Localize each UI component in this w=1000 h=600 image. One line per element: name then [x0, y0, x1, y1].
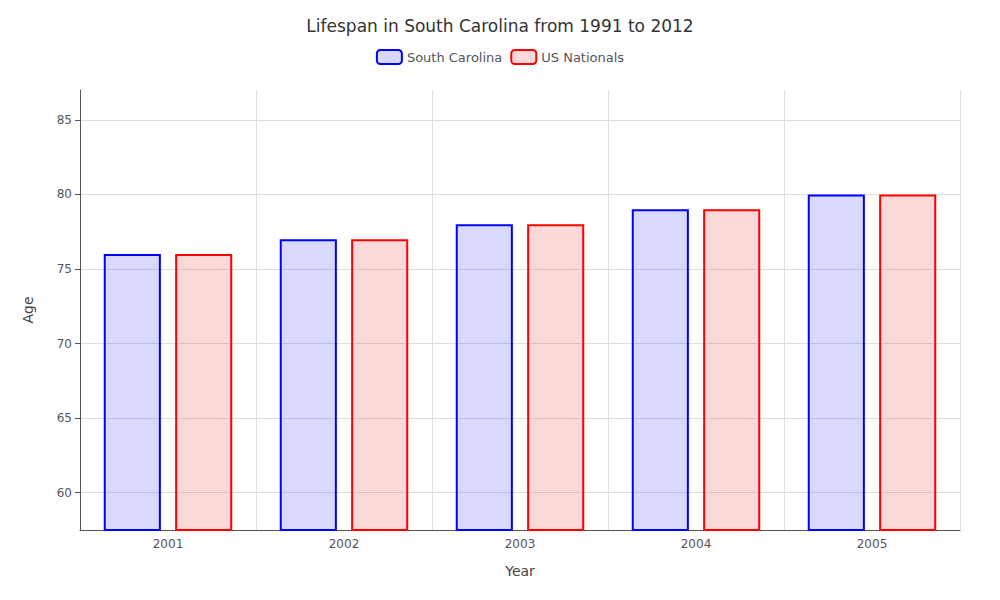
svg-text:70: 70	[57, 337, 72, 351]
svg-text:85: 85	[57, 113, 72, 127]
svg-text:60: 60	[57, 486, 72, 500]
svg-text:US Nationals: US Nationals	[541, 50, 624, 65]
svg-text:75: 75	[57, 262, 72, 276]
svg-text:80: 80	[57, 187, 72, 201]
svg-text:Lifespan in South Carolina fro: Lifespan in South Carolina from 1991 to …	[306, 16, 693, 36]
svg-text:2004: 2004	[681, 537, 712, 551]
svg-text:2002: 2002	[329, 537, 360, 551]
svg-text:2001: 2001	[153, 537, 184, 551]
svg-text:South Carolina: South Carolina	[407, 50, 502, 65]
svg-text:2003: 2003	[505, 537, 536, 551]
svg-text:2005: 2005	[857, 537, 888, 551]
svg-text:Age: Age	[20, 296, 36, 323]
svg-text:65: 65	[57, 411, 72, 425]
svg-text:Year: Year	[504, 563, 535, 579]
